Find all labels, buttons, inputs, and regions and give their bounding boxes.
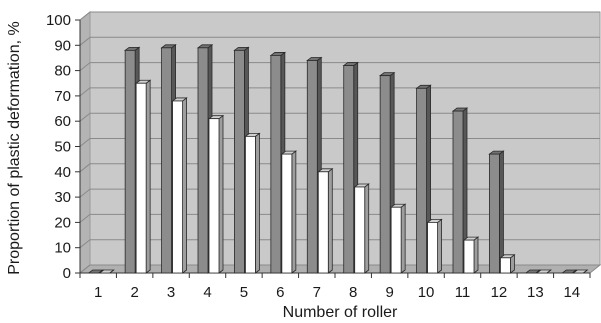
bar — [426, 218, 443, 274]
bar-side — [327, 168, 333, 274]
bar — [524, 269, 542, 274]
bar-front — [489, 153, 500, 274]
x-tick-label: 12 — [491, 284, 508, 301]
bar-side — [364, 183, 370, 274]
gridline — [79, 36, 600, 46]
y-tick-label: 50 — [54, 139, 71, 156]
bar-top — [572, 269, 589, 274]
bar-front — [452, 110, 464, 274]
gridline — [79, 62, 600, 71]
bar-front — [463, 239, 475, 274]
bar-side — [218, 114, 224, 274]
bar-side — [437, 218, 442, 274]
bar-front — [172, 100, 183, 274]
bar-front — [270, 55, 282, 274]
bar-side — [145, 79, 151, 274]
bar — [207, 114, 225, 274]
bar-front — [427, 221, 438, 274]
x-tick-label: 10 — [418, 284, 435, 301]
x-tick-label: 2 — [130, 284, 138, 301]
bar-front — [281, 153, 293, 274]
bar — [87, 269, 104, 274]
x-tick-label: 3 — [167, 284, 175, 301]
gridline — [79, 11, 600, 21]
y-tick-label: 60 — [54, 113, 71, 130]
bar — [317, 168, 334, 274]
plot-floor — [78, 264, 601, 274]
bar — [451, 107, 469, 274]
y-tick-label: 80 — [54, 63, 71, 80]
bar-front — [317, 171, 329, 274]
bar — [280, 150, 298, 274]
bar — [98, 269, 115, 274]
bar-side — [182, 97, 187, 274]
bar-top — [524, 269, 542, 274]
y-tick-label: 70 — [54, 88, 71, 105]
x-tick-label: 1 — [94, 284, 102, 301]
bar — [171, 97, 188, 274]
y-axis: 0 10 20 30 40 50 60 70 80 90 100 — [46, 12, 81, 282]
bar-front — [343, 65, 355, 274]
bar — [389, 203, 407, 274]
bar-front — [124, 49, 136, 274]
bar-front — [245, 135, 256, 274]
bar — [499, 254, 516, 274]
bar-front — [379, 75, 391, 274]
bar — [535, 269, 553, 274]
y-tick-label: 30 — [54, 189, 71, 206]
bar-front — [354, 186, 366, 274]
bar — [462, 236, 480, 274]
bar-front — [197, 47, 209, 274]
bar — [134, 79, 152, 274]
x-tick-label: 13 — [527, 284, 544, 301]
bar-side — [400, 203, 406, 274]
plot-area — [78, 10, 601, 275]
y-tick-label: 90 — [54, 37, 71, 54]
y-tick-label: 20 — [54, 214, 71, 231]
y-tick-label: 100 — [46, 12, 71, 29]
bar — [353, 183, 370, 274]
bar — [561, 269, 578, 274]
x-tick-label: 9 — [385, 284, 393, 301]
bar-front — [500, 257, 511, 274]
bar-front — [390, 206, 402, 274]
bar-top — [561, 269, 578, 274]
x-tick-label: 7 — [313, 284, 321, 301]
bar — [244, 132, 261, 274]
bar-side — [255, 132, 260, 274]
bar-side — [291, 150, 297, 274]
x-axis: 1 2 3 4 5 6 7 8 9 10 11 12 13 14 — [79, 272, 591, 301]
bar-side — [499, 150, 504, 274]
bar-top — [87, 269, 104, 274]
bar-side — [473, 236, 479, 274]
x-tick-label: 6 — [276, 284, 284, 301]
x-tick-label: 5 — [240, 284, 248, 301]
bar-front — [208, 118, 220, 274]
bar-front — [234, 49, 245, 274]
bar-front — [135, 82, 147, 274]
bar — [572, 269, 589, 274]
x-tick-label: 4 — [203, 284, 211, 301]
bars — [87, 44, 589, 274]
bar-top — [98, 269, 115, 274]
y-tick-label: 10 — [54, 240, 71, 257]
y-axis-title: Proportion of plastic deformation, % — [6, 21, 23, 274]
x-tick-label: 14 — [563, 284, 580, 301]
bar-front — [306, 60, 318, 274]
x-axis-title: Number of roller — [283, 304, 398, 321]
x-tick-label: 11 — [455, 284, 471, 301]
y-tick-label: 0 — [63, 265, 71, 282]
bar — [488, 150, 505, 274]
bar-front — [416, 87, 427, 274]
bar-top — [535, 269, 553, 274]
y-tick-label: 40 — [54, 164, 71, 181]
bar-front — [161, 47, 172, 274]
x-tick-label: 8 — [349, 284, 357, 301]
